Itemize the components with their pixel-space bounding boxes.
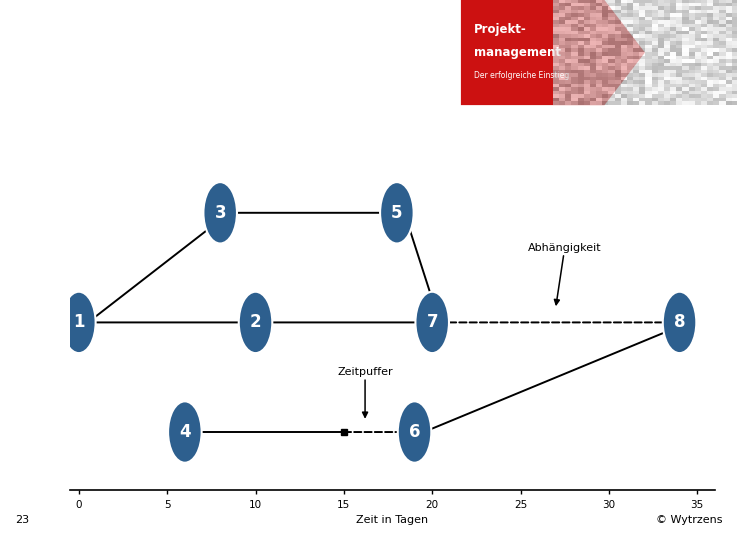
Text: 7: 7 — [427, 313, 438, 331]
Text: © Wytrzens: © Wytrzens — [656, 515, 722, 525]
Polygon shape — [461, 0, 645, 105]
Ellipse shape — [203, 182, 237, 244]
Text: PERT-Diagramm: PERT-Diagramm — [69, 73, 224, 91]
Text: 5: 5 — [391, 204, 402, 222]
Ellipse shape — [398, 402, 431, 462]
Ellipse shape — [239, 292, 272, 353]
Text: Zeitpuffer: Zeitpuffer — [338, 367, 393, 417]
Text: 4: 4 — [179, 423, 191, 441]
X-axis label: Zeit in Tagen: Zeit in Tagen — [357, 515, 428, 525]
Text: Projektplanung – Terminplanung: Projektplanung – Terminplanung — [23, 225, 32, 382]
Ellipse shape — [62, 292, 96, 353]
Text: 8: 8 — [674, 313, 685, 331]
Ellipse shape — [168, 402, 202, 462]
Text: Der erfolgreiche Einstieg: Der erfolgreiche Einstieg — [474, 71, 569, 80]
Text: Abhängigkeit: Abhängigkeit — [528, 243, 601, 305]
Ellipse shape — [380, 182, 413, 244]
Text: 1: 1 — [73, 313, 85, 331]
Text: 23: 23 — [15, 515, 29, 525]
Text: Im Zeitmaßstab erstelltes: Im Zeitmaßstab erstelltes — [69, 31, 323, 49]
Text: 2: 2 — [250, 313, 262, 331]
Ellipse shape — [416, 292, 449, 353]
Text: Projekt-: Projekt- — [474, 23, 526, 36]
Ellipse shape — [663, 292, 696, 353]
Text: 6: 6 — [409, 423, 420, 441]
Text: 3: 3 — [214, 204, 226, 222]
Text: management: management — [474, 46, 561, 59]
